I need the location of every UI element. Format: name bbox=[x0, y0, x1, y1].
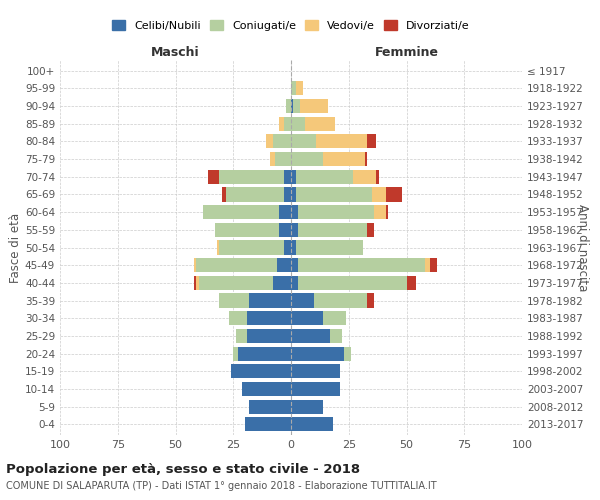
Bar bbox=[296, 240, 362, 254]
Bar bbox=[425, 258, 430, 272]
Bar bbox=[280, 116, 284, 131]
Bar bbox=[430, 258, 437, 272]
Bar bbox=[367, 134, 376, 148]
Bar bbox=[238, 346, 291, 360]
Bar bbox=[291, 99, 293, 113]
Bar bbox=[376, 170, 379, 184]
Bar bbox=[367, 294, 374, 308]
Bar bbox=[229, 311, 247, 326]
Bar bbox=[291, 294, 314, 308]
Bar bbox=[215, 222, 280, 237]
Bar bbox=[291, 222, 298, 237]
Bar bbox=[374, 205, 386, 219]
Bar bbox=[291, 418, 332, 432]
Bar bbox=[291, 116, 305, 131]
Bar bbox=[284, 116, 291, 131]
Bar bbox=[247, 311, 291, 326]
Bar bbox=[291, 311, 323, 326]
Bar bbox=[233, 346, 238, 360]
Bar bbox=[272, 134, 291, 148]
Bar bbox=[365, 152, 367, 166]
Bar bbox=[247, 329, 291, 343]
Bar bbox=[291, 258, 298, 272]
Text: COMUNE DI SALAPARUTA (TP) - Dati ISTAT 1° gennaio 2018 - Elaborazione TUTTITALIA: COMUNE DI SALAPARUTA (TP) - Dati ISTAT 1… bbox=[6, 481, 437, 491]
Bar bbox=[291, 152, 323, 166]
Bar bbox=[372, 188, 386, 202]
Bar bbox=[199, 276, 272, 290]
Bar bbox=[194, 276, 196, 290]
Bar bbox=[367, 222, 374, 237]
Bar bbox=[330, 329, 342, 343]
Bar bbox=[196, 258, 277, 272]
Bar bbox=[275, 152, 291, 166]
Bar bbox=[305, 116, 335, 131]
Bar bbox=[208, 170, 220, 184]
Text: Maschi: Maschi bbox=[151, 46, 200, 59]
Bar bbox=[407, 276, 416, 290]
Bar bbox=[284, 188, 291, 202]
Bar bbox=[298, 205, 374, 219]
Y-axis label: Fasce di età: Fasce di età bbox=[9, 212, 22, 282]
Bar bbox=[291, 170, 296, 184]
Bar bbox=[291, 240, 296, 254]
Bar bbox=[291, 276, 298, 290]
Bar bbox=[220, 170, 284, 184]
Bar bbox=[291, 346, 344, 360]
Bar bbox=[231, 364, 291, 378]
Y-axis label: Anni di nascita: Anni di nascita bbox=[576, 204, 589, 291]
Bar bbox=[296, 81, 302, 96]
Bar bbox=[280, 222, 291, 237]
Bar bbox=[222, 188, 226, 202]
Bar bbox=[280, 205, 291, 219]
Bar bbox=[386, 205, 388, 219]
Bar bbox=[236, 329, 247, 343]
Bar bbox=[220, 240, 284, 254]
Bar bbox=[284, 240, 291, 254]
Bar bbox=[291, 205, 298, 219]
Legend: Celibi/Nubili, Coniugati/e, Vedovi/e, Divorziati/e: Celibi/Nubili, Coniugati/e, Vedovi/e, Di… bbox=[109, 17, 473, 34]
Text: Popolazione per età, sesso e stato civile - 2018: Popolazione per età, sesso e stato civil… bbox=[6, 462, 360, 475]
Bar bbox=[286, 99, 291, 113]
Bar bbox=[323, 152, 365, 166]
Bar bbox=[298, 222, 367, 237]
Bar bbox=[291, 382, 340, 396]
Bar bbox=[291, 329, 330, 343]
Bar bbox=[300, 99, 328, 113]
Bar bbox=[291, 81, 296, 96]
Bar bbox=[194, 258, 196, 272]
Bar bbox=[323, 311, 346, 326]
Bar bbox=[291, 188, 296, 202]
Bar bbox=[291, 364, 340, 378]
Bar bbox=[293, 99, 300, 113]
Bar bbox=[277, 258, 291, 272]
Text: Femmine: Femmine bbox=[374, 46, 439, 59]
Bar bbox=[298, 276, 407, 290]
Bar bbox=[386, 188, 402, 202]
Bar bbox=[314, 294, 367, 308]
Bar bbox=[217, 240, 220, 254]
Bar bbox=[245, 418, 291, 432]
Bar bbox=[296, 188, 372, 202]
Bar bbox=[353, 170, 376, 184]
Bar bbox=[272, 276, 291, 290]
Bar bbox=[344, 346, 351, 360]
Bar bbox=[220, 294, 250, 308]
Bar bbox=[196, 276, 199, 290]
Bar bbox=[316, 134, 367, 148]
Bar bbox=[284, 170, 291, 184]
Bar bbox=[250, 294, 291, 308]
Bar bbox=[270, 152, 275, 166]
Bar bbox=[296, 170, 353, 184]
Bar bbox=[298, 258, 425, 272]
Bar bbox=[226, 188, 284, 202]
Bar bbox=[266, 134, 272, 148]
Bar bbox=[242, 382, 291, 396]
Bar bbox=[203, 205, 280, 219]
Bar bbox=[250, 400, 291, 414]
Bar bbox=[291, 400, 323, 414]
Bar bbox=[291, 134, 316, 148]
